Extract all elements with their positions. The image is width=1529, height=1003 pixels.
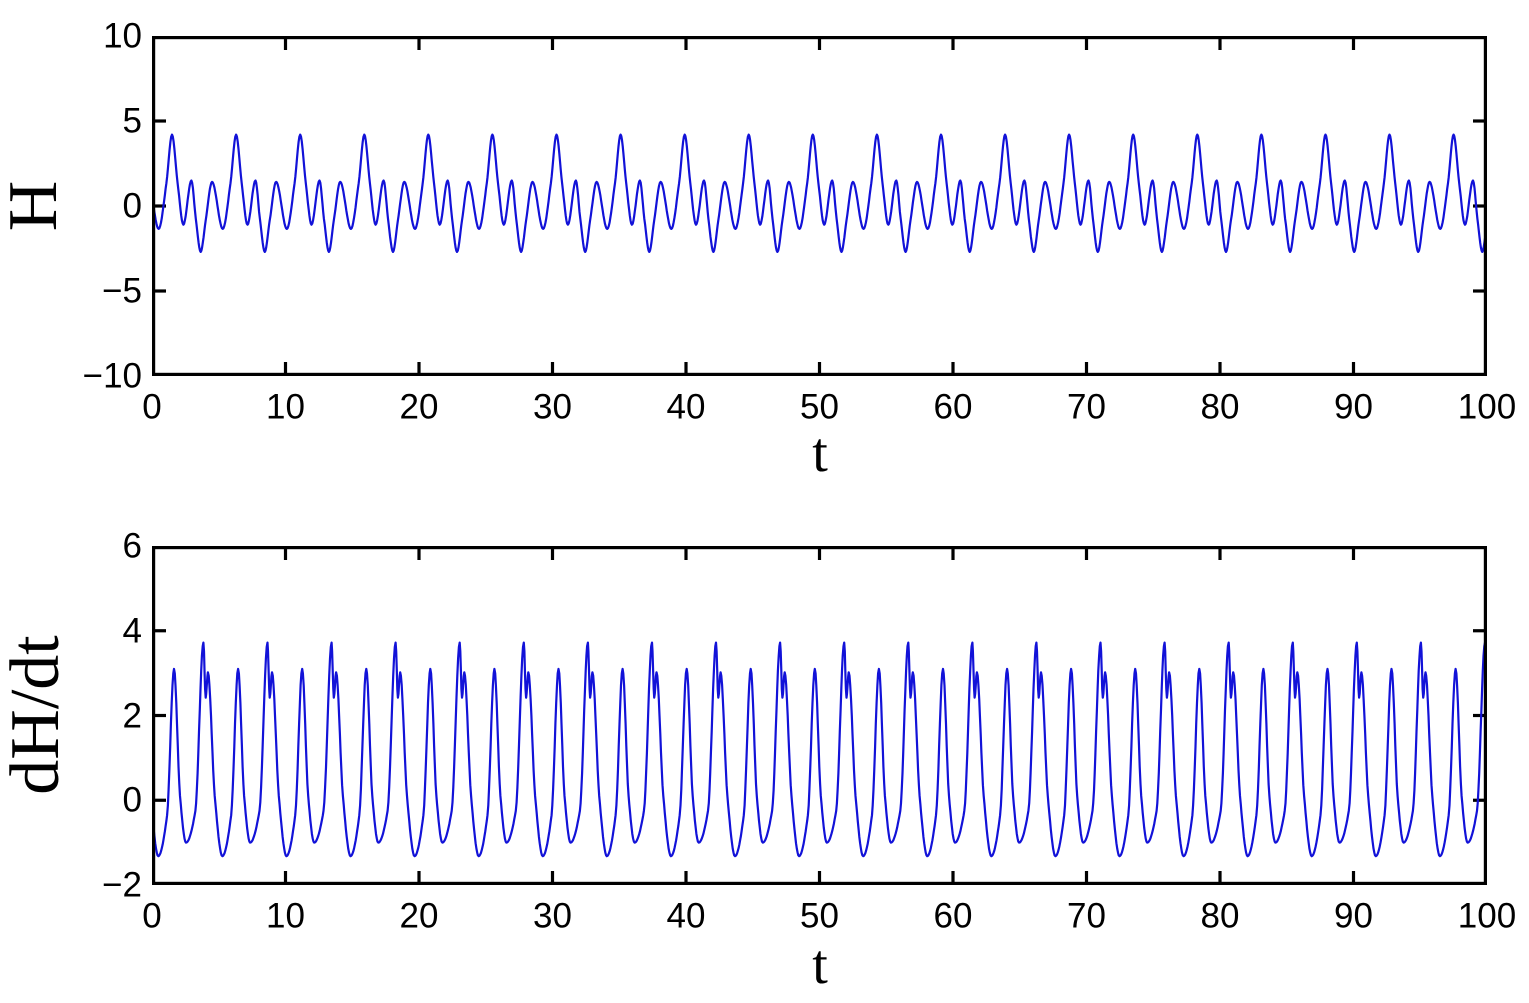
plot-frame (152, 546, 1487, 885)
x-tick-label: 90 (1334, 896, 1373, 936)
h-plot-ylabel: H (0, 180, 72, 232)
x-tick-label: 10 (266, 387, 305, 427)
dhdt-plot-area (152, 546, 1487, 885)
y-tick-label: 2 (122, 696, 142, 735)
dhdt-plot-xlabel: t (812, 934, 828, 996)
x-tick-label: 0 (142, 896, 162, 936)
x-tick-label: 40 (666, 896, 706, 936)
tick-marks (152, 36, 1487, 376)
y-tick-label: 0 (122, 186, 142, 226)
x-tick-label: 50 (800, 896, 839, 936)
y-tick-label: 0 (122, 780, 142, 820)
x-tick-label: 80 (1200, 387, 1240, 427)
x-tick-label: 50 (800, 387, 839, 427)
x-tick-label: 80 (1200, 896, 1240, 936)
x-tick-label: 40 (666, 387, 706, 427)
h-plot-area (152, 36, 1487, 376)
x-tick-label: 20 (399, 387, 439, 427)
tick-marks (152, 546, 1487, 885)
x-tick-label: 30 (533, 896, 572, 936)
y-tick-label: −10 (82, 356, 142, 396)
x-tick-label: 60 (933, 387, 973, 427)
y-tick-label: −5 (102, 271, 142, 311)
x-tick-label: 90 (1334, 387, 1373, 427)
h-plot-xlabel: t (812, 422, 828, 484)
x-tick-label: 100 (1457, 896, 1517, 936)
x-tick-label: 60 (933, 896, 973, 936)
x-tick-label: 100 (1457, 387, 1517, 427)
dhdt-curve (152, 641, 1487, 858)
x-tick-label: 70 (1067, 387, 1106, 427)
y-tick-label: 4 (122, 611, 142, 651)
plot-frame (152, 36, 1487, 376)
y-tick-label: 5 (122, 101, 142, 141)
y-tick-label: 10 (103, 16, 142, 56)
y-tick-label: −2 (102, 865, 142, 905)
dhdt-plot-ylabel: dH/dt (0, 635, 74, 795)
x-tick-label: 30 (533, 387, 572, 427)
h-curve (152, 133, 1487, 253)
x-tick-label: 20 (399, 896, 439, 936)
x-tick-label: 70 (1067, 896, 1106, 936)
y-tick-label: 6 (122, 526, 142, 566)
x-tick-label: 10 (266, 896, 305, 936)
x-tick-label: 0 (142, 387, 162, 427)
